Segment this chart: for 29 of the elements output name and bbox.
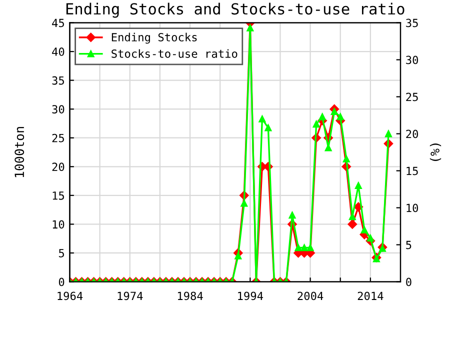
x-tick-label: 2014 <box>358 292 384 300</box>
legend-label: Stocks-to-use ratio <box>112 49 238 58</box>
y-tick-label: 45 <box>52 18 64 28</box>
x-tick-label: 1994 <box>238 292 264 300</box>
y2-tick-label: 5 <box>406 240 412 250</box>
legend-label: Ending Stocks <box>112 32 197 44</box>
y-tick-label: 0 <box>58 278 64 286</box>
y-tick-label: 15 <box>52 192 64 200</box>
x-tick-label: 1974 <box>118 292 143 300</box>
y2-tick-label: 30 <box>406 56 418 64</box>
y-axis-title: 1000ton <box>14 127 24 178</box>
y2-tick-label: 35 <box>406 18 418 28</box>
y2-axis-title: (%) <box>430 144 442 161</box>
x-tick-label: 1964 <box>58 292 83 300</box>
y-tick-label: 25 <box>52 134 64 142</box>
y-tick-label: 5 <box>58 249 64 258</box>
chart-title: Ending Stocks and Stocks-to-use ratio <box>66 2 404 18</box>
y-tick-label: 35 <box>52 76 64 85</box>
y-tick-label: 20 <box>52 162 64 172</box>
y2-tick-label: 15 <box>406 166 418 176</box>
y2-tick-label: 10 <box>406 204 418 212</box>
x-tick-label: 1984 <box>178 292 203 300</box>
x-tick-label: 2004 <box>298 292 324 300</box>
y2-tick-label: 25 <box>406 92 418 102</box>
y2-tick-label: 20 <box>406 130 418 138</box>
y-tick-label: 40 <box>52 48 64 56</box>
y2-tick-label: 0 <box>406 278 412 286</box>
y-tick-label: 30 <box>52 105 64 114</box>
y-tick-label: 10 <box>52 220 64 229</box>
